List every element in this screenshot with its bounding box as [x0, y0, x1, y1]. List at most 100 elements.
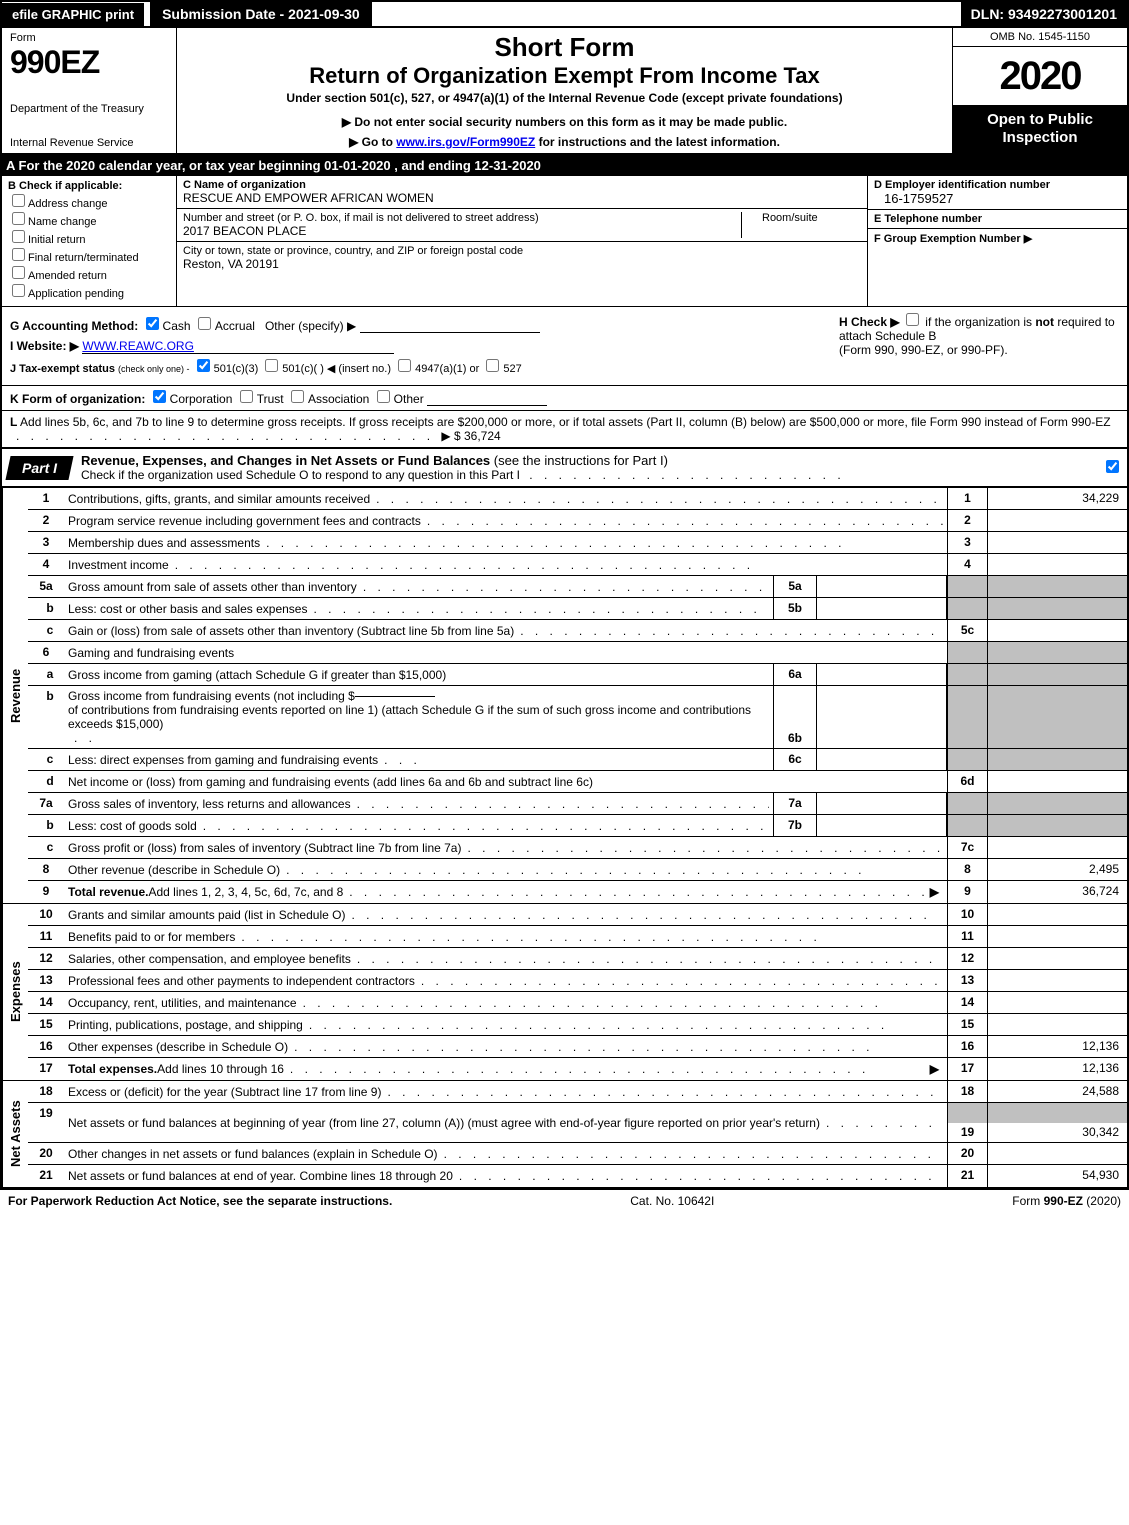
org-name-row: C Name of organization RESCUE AND EMPOWE…	[177, 176, 867, 209]
checkbox-501c[interactable]	[265, 359, 278, 372]
line-18: 18 Excess or (deficit) for the year (Sub…	[28, 1081, 1127, 1103]
line-3: 3 Membership dues and assessments. . . .…	[28, 532, 1127, 554]
line-7a: 7a Gross sales of inventory, less return…	[28, 793, 1127, 815]
checkbox-application-pending[interactable]	[12, 284, 25, 297]
line-8-value: 2,495	[987, 859, 1127, 880]
checkbox-name-change[interactable]	[12, 212, 25, 225]
form-label: Form	[10, 32, 168, 44]
net-assets-block: Net Assets 18 Excess or (deficit) for th…	[2, 1081, 1127, 1189]
goto-pre: ▶ Go to	[349, 135, 396, 149]
checkbox-final-return[interactable]	[12, 248, 25, 261]
l-line: L Add lines 5b, 6c, and 7b to line 9 to …	[0, 411, 1129, 448]
line-6b-value	[817, 686, 947, 748]
ghij-section: G Accounting Method: Cash Accrual Other …	[0, 307, 1129, 386]
form-header: Form 990EZ Department of the Treasury In…	[0, 28, 1129, 155]
checkbox-part1-schedule-o[interactable]	[1106, 460, 1119, 473]
part1-label: Part I	[5, 456, 73, 480]
k-label: K Form of organization:	[10, 392, 145, 406]
line-6: 6 Gaming and fundraising events	[28, 642, 1127, 664]
line-14-value	[987, 992, 1127, 1013]
line-20: 20 Other changes in net assets or fund b…	[28, 1143, 1127, 1165]
checkbox-527[interactable]	[486, 359, 499, 372]
check-name-change[interactable]: Name change	[12, 212, 170, 228]
open-public-badge: Open to Public Inspection	[953, 105, 1127, 153]
checkbox-trust[interactable]	[240, 390, 253, 403]
part1-subtitle: Check if the organization used Schedule …	[81, 468, 1096, 482]
checkbox-cash[interactable]	[146, 317, 159, 330]
arrow-icon: ▶	[926, 885, 943, 899]
side-label-expenses: Expenses	[2, 904, 28, 1080]
line-16-value: 12,136	[987, 1036, 1127, 1057]
goto-post: for instructions and the latest informat…	[535, 135, 780, 149]
other-org-blank[interactable]	[427, 405, 547, 406]
side-label-net-assets: Net Assets	[2, 1081, 28, 1187]
line-5a-value	[817, 576, 947, 597]
arrow-icon: ▶	[926, 1062, 943, 1076]
line-8: 8 Other revenue (describe in Schedule O)…	[28, 859, 1127, 881]
check-address-change[interactable]: Address change	[12, 194, 170, 210]
line-7c-value	[987, 837, 1127, 858]
line-7c: c Gross profit or (loss) from sales of i…	[28, 837, 1127, 859]
line-9: 9 Total revenue. Add lines 1, 2, 3, 4, 5…	[28, 881, 1127, 903]
line-5a: 5a Gross amount from sale of assets othe…	[28, 576, 1127, 598]
c-addr-label: Number and street (or P. O. box, if mail…	[183, 212, 741, 224]
part1-title: Revenue, Expenses, and Changes in Net As…	[71, 449, 1106, 486]
line-15: 15 Printing, publications, postage, and …	[28, 1014, 1127, 1036]
i-label: I Website: ▶	[10, 339, 79, 353]
check-initial-return[interactable]: Initial return	[12, 230, 170, 246]
revenue-rows: 1 Contributions, gifts, grants, and simi…	[28, 488, 1127, 903]
checkbox-initial-return[interactable]	[12, 230, 25, 243]
checkbox-4947[interactable]	[398, 359, 411, 372]
line-6d-value	[987, 771, 1127, 792]
checkbox-h[interactable]	[906, 313, 919, 326]
c-city-value: Reston, VA 20191	[183, 257, 523, 271]
check-application-pending[interactable]: Application pending	[12, 284, 170, 300]
other-specify-blank[interactable]	[360, 332, 540, 333]
header-right: OMB No. 1545-1150 2020 Open to Public In…	[952, 28, 1127, 153]
checkbox-other-org[interactable]	[377, 390, 390, 403]
i-website-value[interactable]: WWW.REAWC.ORG	[82, 339, 394, 354]
checkbox-corporation[interactable]	[153, 390, 166, 403]
ein-row: D Employer identification number 16-1759…	[868, 176, 1127, 210]
f-group-label: F Group Exemption Number ▶	[874, 232, 1121, 245]
info-section: B Check if applicable: Address change Na…	[0, 176, 1129, 307]
part1-check	[1106, 460, 1127, 476]
line-2: 2 Program service revenue including gove…	[28, 510, 1127, 532]
checkbox-association[interactable]	[291, 390, 304, 403]
checkbox-501c3[interactable]	[197, 359, 210, 372]
line-4-value	[987, 554, 1127, 575]
footer: For Paperwork Reduction Act Notice, see …	[0, 1189, 1129, 1212]
line-5c: c Gain or (loss) from sale of assets oth…	[28, 620, 1127, 642]
header-center: Short Form Return of Organization Exempt…	[177, 28, 952, 153]
org-address-row: Number and street (or P. O. box, if mail…	[177, 209, 867, 242]
form-number: 990EZ	[10, 44, 168, 81]
line-6a-value	[817, 664, 947, 685]
line-a-tax-year: A For the 2020 calendar year, or tax yea…	[0, 155, 1129, 176]
checkbox-amended-return[interactable]	[12, 266, 25, 279]
phone-row: E Telephone number	[868, 210, 1127, 229]
check-final-return[interactable]: Final return/terminated	[12, 248, 170, 264]
checkbox-address-change[interactable]	[12, 194, 25, 207]
line-6b-contributions-blank[interactable]	[355, 696, 435, 697]
line-10: 10 Grants and similar amounts paid (list…	[28, 904, 1127, 926]
checkbox-accrual[interactable]	[198, 317, 211, 330]
d-ein-label: D Employer identification number	[874, 179, 1121, 191]
expenses-rows: 10 Grants and similar amounts paid (list…	[28, 904, 1127, 1080]
e-phone-label: E Telephone number	[874, 213, 1121, 225]
goto-link[interactable]: www.irs.gov/Form990EZ	[396, 135, 535, 149]
line-15-value	[987, 1014, 1127, 1035]
org-city-row: City or town, state or province, country…	[177, 242, 867, 274]
submission-date-button[interactable]: Submission Date - 2021-09-30	[150, 2, 372, 26]
line-7b-value	[817, 815, 947, 836]
line-17-value: 12,136	[987, 1058, 1127, 1080]
check-amended-return[interactable]: Amended return	[12, 266, 170, 282]
line-12: 12 Salaries, other compensation, and emp…	[28, 948, 1127, 970]
line-19-value: 30,342	[987, 1103, 1127, 1142]
j-tax-exempt-line: J Tax-exempt status (check only one) - 5…	[10, 359, 1119, 375]
efile-print-button[interactable]: efile GRAPHIC print	[2, 3, 144, 26]
line-6d: d Net income or (loss) from gaming and f…	[28, 771, 1127, 793]
tax-year: 2020	[953, 47, 1127, 105]
g-label: G Accounting Method:	[10, 319, 138, 333]
ssn-notice: ▶ Do not enter social security numbers o…	[185, 115, 944, 129]
group-exemption-row: F Group Exemption Number ▶	[868, 229, 1127, 306]
